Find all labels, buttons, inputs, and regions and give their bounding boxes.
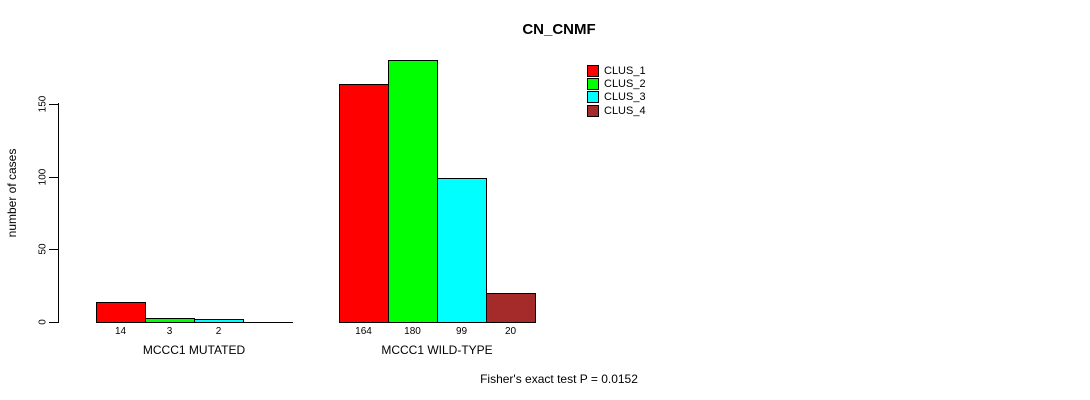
- bar-clus_1-group2: [339, 84, 389, 323]
- legend-label: CLUS_3: [604, 91, 646, 104]
- y-tick-label: 150: [37, 95, 49, 113]
- bar-clus_4-group2: [486, 293, 536, 323]
- legend-item-clus_3: CLUS_3: [587, 91, 646, 104]
- bar-value-label: 164: [355, 326, 372, 337]
- legend-item-clus_2: CLUS_2: [587, 77, 646, 91]
- chart-title: CN_CNMF: [522, 21, 596, 38]
- category-label: MCCC1 MUTATED: [142, 343, 246, 357]
- legend-label: CLUS_4: [604, 104, 646, 117]
- bar-value-label: 99: [455, 326, 468, 337]
- bar-clus_3-group1: [194, 319, 244, 323]
- y-axis-tick: [49, 249, 58, 250]
- bar-value-label: 180: [404, 326, 421, 337]
- bar-value-label: 2: [215, 326, 222, 337]
- bar-clus_3-group2: [437, 178, 487, 323]
- bar-value-label: 3: [166, 326, 173, 337]
- category-label: MCCC1 WILD-TYPE: [381, 343, 493, 357]
- bar-value-label: 14: [114, 326, 127, 337]
- legend-swatch-icon: [587, 78, 599, 91]
- y-axis-title: number of cases: [5, 148, 19, 238]
- y-tick-label: 50: [37, 243, 49, 255]
- bar-value-label: 20: [504, 326, 517, 337]
- legend: CLUS_1 CLUS_2 CLUS_3 CLUS_4: [587, 64, 646, 118]
- y-tick-label: 100: [37, 168, 49, 186]
- y-axis-tick: [49, 177, 58, 178]
- y-axis-tick: [49, 104, 58, 105]
- legend-swatch-icon: [587, 91, 599, 104]
- legend-swatch-icon: [587, 104, 599, 117]
- stat-annotation: Fisher's exact test P = 0.0152: [480, 372, 638, 386]
- y-axis-line: [58, 103, 59, 323]
- y-axis-tick: [49, 322, 58, 323]
- legend-label: CLUS_1: [604, 64, 646, 77]
- legend-swatch-icon: [587, 64, 599, 77]
- bar-clus_1-group1: [96, 302, 146, 323]
- legend-item-clus_4: CLUS_4: [587, 104, 646, 117]
- y-tick-label: 0: [37, 319, 49, 325]
- legend-item-clus_1: CLUS_1: [587, 64, 646, 77]
- bar-clus_2-group2: [388, 60, 438, 323]
- legend-label: CLUS_2: [604, 78, 646, 91]
- bar-clus_2-group1: [145, 318, 195, 323]
